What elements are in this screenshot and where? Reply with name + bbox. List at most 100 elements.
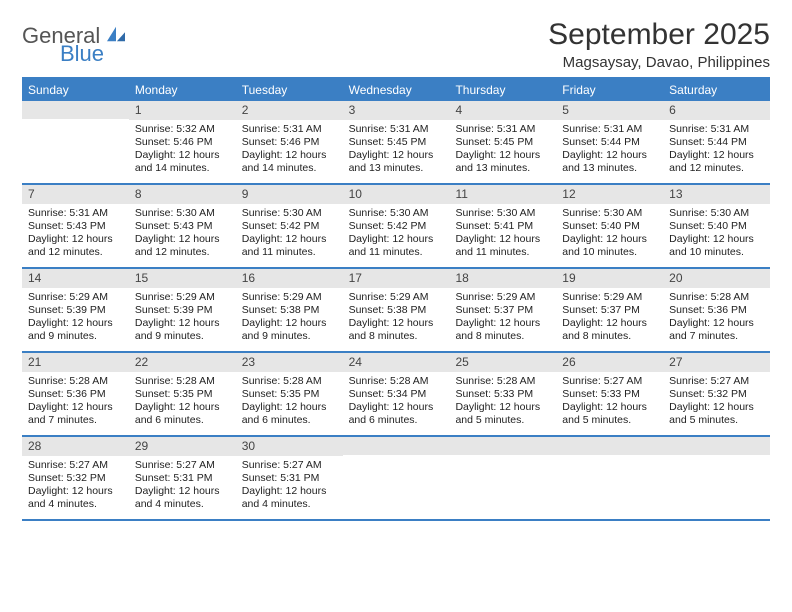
sunset-text: Sunset: 5:31 PM: [135, 472, 230, 485]
day-number: 15: [129, 269, 236, 288]
day-detail: Sunrise: 5:29 AMSunset: 5:39 PMDaylight:…: [22, 288, 129, 350]
empty-cell: [449, 437, 556, 519]
weekday-header: Friday: [556, 79, 663, 101]
sunrise-text: Sunrise: 5:29 AM: [455, 291, 550, 304]
daylight-text: Daylight: 12 hours and 11 minutes.: [455, 233, 550, 259]
daylight-text: Daylight: 12 hours and 12 minutes.: [669, 149, 764, 175]
day-detail: Sunrise: 5:27 AMSunset: 5:31 PMDaylight:…: [236, 456, 343, 518]
day-detail: Sunrise: 5:28 AMSunset: 5:35 PMDaylight:…: [236, 372, 343, 434]
day-detail: Sunrise: 5:31 AMSunset: 5:45 PMDaylight:…: [449, 120, 556, 182]
sunrise-text: Sunrise: 5:30 AM: [349, 207, 444, 220]
day-number: 18: [449, 269, 556, 288]
day-cell: 1Sunrise: 5:32 AMSunset: 5:46 PMDaylight…: [129, 101, 236, 183]
day-detail: Sunrise: 5:30 AMSunset: 5:42 PMDaylight:…: [236, 204, 343, 266]
sunset-text: Sunset: 5:45 PM: [455, 136, 550, 149]
day-detail: Sunrise: 5:28 AMSunset: 5:33 PMDaylight:…: [449, 372, 556, 434]
day-detail: Sunrise: 5:31 AMSunset: 5:44 PMDaylight:…: [663, 120, 770, 182]
day-cell: 15Sunrise: 5:29 AMSunset: 5:39 PMDayligh…: [129, 269, 236, 351]
sunset-text: Sunset: 5:39 PM: [28, 304, 123, 317]
day-number: 22: [129, 353, 236, 372]
weekday-header-row: SundayMondayTuesdayWednesdayThursdayFrid…: [22, 79, 770, 101]
day-cell: 24Sunrise: 5:28 AMSunset: 5:34 PMDayligh…: [343, 353, 450, 435]
day-detail: Sunrise: 5:27 AMSunset: 5:31 PMDaylight:…: [129, 456, 236, 518]
sunrise-text: Sunrise: 5:29 AM: [349, 291, 444, 304]
day-cell: 7Sunrise: 5:31 AMSunset: 5:43 PMDaylight…: [22, 185, 129, 267]
sunset-text: Sunset: 5:44 PM: [562, 136, 657, 149]
sunrise-text: Sunrise: 5:29 AM: [28, 291, 123, 304]
weekday-header: Saturday: [663, 79, 770, 101]
sunrise-text: Sunrise: 5:30 AM: [562, 207, 657, 220]
day-detail: Sunrise: 5:30 AMSunset: 5:41 PMDaylight:…: [449, 204, 556, 266]
day-detail: Sunrise: 5:29 AMSunset: 5:38 PMDaylight:…: [343, 288, 450, 350]
day-number: 4: [449, 101, 556, 120]
sunset-text: Sunset: 5:32 PM: [28, 472, 123, 485]
day-cell: 18 Sunrise: 5:29 AMSunset: 5:37 PMDayligh…: [449, 269, 556, 351]
sunrise-text: Sunrise: 5:31 AM: [669, 123, 764, 136]
sunrise-text: Sunrise: 5:31 AM: [455, 123, 550, 136]
sunset-text: Sunset: 5:45 PM: [349, 136, 444, 149]
sunrise-text: Sunrise: 5:27 AM: [562, 375, 657, 388]
day-number: 13: [663, 185, 770, 204]
daylight-text: Daylight: 12 hours and 6 minutes.: [135, 401, 230, 427]
sunrise-text: Sunrise: 5:27 AM: [28, 459, 123, 472]
day-detail: Sunrise: 5:32 AMSunset: 5:46 PMDaylight:…: [129, 120, 236, 182]
sunset-text: Sunset: 5:34 PM: [349, 388, 444, 401]
day-number: 20: [663, 269, 770, 288]
day-cell: 11Sunrise: 5:30 AMSunset: 5:41 PMDayligh…: [449, 185, 556, 267]
day-number: 3: [343, 101, 450, 120]
day-number: 29: [129, 437, 236, 456]
day-number: 25: [449, 353, 556, 372]
sunrise-text: Sunrise: 5:30 AM: [135, 207, 230, 220]
day-cell: 22Sunrise: 5:28 AMSunset: 5:35 PMDayligh…: [129, 353, 236, 435]
day-detail: Sunrise: 5:28 AMSunset: 5:35 PMDaylight:…: [129, 372, 236, 434]
brand-word2: Blue: [60, 43, 127, 65]
daylight-text: Daylight: 12 hours and 8 minutes.: [349, 317, 444, 343]
day-detail: Sunrise: 5:31 AMSunset: 5:44 PMDaylight:…: [556, 120, 663, 182]
calendar-grid: SundayMondayTuesdayWednesdayThursdayFrid…: [22, 77, 770, 521]
week-row: 7Sunrise: 5:31 AMSunset: 5:43 PMDaylight…: [22, 185, 770, 269]
day-cell: 27Sunrise: 5:27 AMSunset: 5:32 PMDayligh…: [663, 353, 770, 435]
sunrise-text: Sunrise: 5:30 AM: [242, 207, 337, 220]
day-detail: Sunrise: 5:28 AMSunset: 5:36 PMDaylight:…: [663, 288, 770, 350]
daylight-text: Daylight: 12 hours and 14 minutes.: [135, 149, 230, 175]
sunrise-text: Sunrise: 5:27 AM: [242, 459, 337, 472]
day-cell: 16Sunrise: 5:29 AMSunset: 5:38 PMDayligh…: [236, 269, 343, 351]
daylight-text: Daylight: 12 hours and 8 minutes.: [455, 317, 550, 343]
daylight-text: Daylight: 12 hours and 9 minutes.: [242, 317, 337, 343]
day-number: 27: [663, 353, 770, 372]
day-cell: 9Sunrise: 5:30 AMSunset: 5:42 PMDaylight…: [236, 185, 343, 267]
week-row: 1Sunrise: 5:32 AMSunset: 5:46 PMDaylight…: [22, 101, 770, 185]
sunset-text: Sunset: 5:44 PM: [669, 136, 764, 149]
day-number: [22, 101, 129, 119]
daylight-text: Daylight: 12 hours and 5 minutes.: [455, 401, 550, 427]
sunset-text: Sunset: 5:43 PM: [135, 220, 230, 233]
day-number: 8: [129, 185, 236, 204]
day-cell: 30Sunrise: 5:27 AMSunset: 5:31 PMDayligh…: [236, 437, 343, 519]
day-number: 28: [22, 437, 129, 456]
sunset-text: Sunset: 5:41 PM: [455, 220, 550, 233]
sunrise-text: Sunrise: 5:28 AM: [135, 375, 230, 388]
weekday-header: Wednesday: [343, 79, 450, 101]
day-cell: 5Sunrise: 5:31 AMSunset: 5:44 PMDaylight…: [556, 101, 663, 183]
day-number: [343, 437, 450, 455]
day-detail: Sunrise: 5:31 AMSunset: 5:45 PMDaylight:…: [343, 120, 450, 182]
sunrise-text: Sunrise: 5:29 AM: [562, 291, 657, 304]
day-number: 9: [236, 185, 343, 204]
sunset-text: Sunset: 5:36 PM: [669, 304, 764, 317]
day-cell: 20Sunrise: 5:28 AMSunset: 5:36 PMDayligh…: [663, 269, 770, 351]
weekday-header: Sunday: [22, 79, 129, 101]
day-detail: Sunrise: 5:30 AMSunset: 5:40 PMDaylight:…: [556, 204, 663, 266]
sunrise-text: Sunrise: 5:31 AM: [349, 123, 444, 136]
daylight-text: Daylight: 12 hours and 9 minutes.: [28, 317, 123, 343]
day-number: 16: [236, 269, 343, 288]
header: General Blue September 2025 Magsaysay, D…: [22, 18, 770, 71]
daylight-text: Daylight: 12 hours and 5 minutes.: [562, 401, 657, 427]
day-detail: Sunrise: 5:27 AMSunset: 5:33 PMDaylight:…: [556, 372, 663, 434]
sunset-text: Sunset: 5:37 PM: [455, 304, 550, 317]
day-detail: Sunrise: 5:27 AMSunset: 5:32 PMDaylight:…: [663, 372, 770, 434]
day-cell: 17Sunrise: 5:29 AMSunset: 5:38 PMDayligh…: [343, 269, 450, 351]
day-cell: 8Sunrise: 5:30 AMSunset: 5:43 PMDaylight…: [129, 185, 236, 267]
daylight-text: Daylight: 12 hours and 13 minutes.: [455, 149, 550, 175]
day-detail: Sunrise: 5:29 AMSunset: 5:38 PMDaylight:…: [236, 288, 343, 350]
day-number: [663, 437, 770, 455]
